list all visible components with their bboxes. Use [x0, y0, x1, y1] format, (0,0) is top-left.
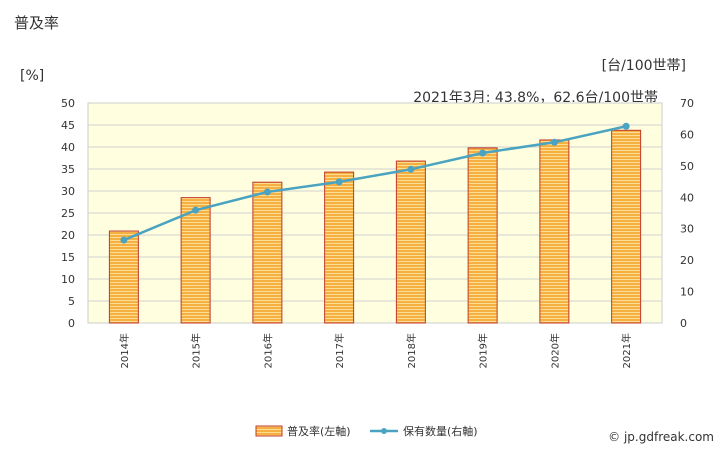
legend-line-label: 保有数量(右軸) — [403, 424, 478, 438]
bar-2020年 — [539, 139, 570, 324]
x-tick-label: 2019年 — [477, 333, 490, 368]
x-tick-label: 2016年 — [261, 333, 274, 368]
chart-title: 普及率 — [14, 14, 59, 32]
bar-2019年 — [467, 147, 498, 324]
left-tick-label: 30 — [61, 185, 75, 198]
left-tick-label: 15 — [61, 251, 75, 264]
legend-line-marker — [381, 428, 387, 434]
right-tick-label: 40 — [680, 191, 694, 204]
legend: 普及率(左軸) 保有数量(右軸) — [255, 424, 478, 438]
left-tick-label: 50 — [61, 97, 75, 110]
right-axis-ticks: 0 10 20 30 40 50 60 70 — [680, 97, 694, 330]
x-tick-label: 2015年 — [190, 333, 203, 368]
right-tick-label: 30 — [680, 223, 694, 236]
line-point-2018年 — [407, 165, 415, 173]
x-tick-label: 2018年 — [405, 333, 418, 368]
line-series — [120, 122, 630, 244]
bar-2017年 — [324, 171, 355, 324]
line-point-2020年 — [550, 138, 558, 146]
legend-bar-swatch — [255, 425, 283, 437]
bar-2016年 — [252, 181, 283, 324]
left-tick-label: 10 — [61, 273, 75, 286]
line-path — [123, 125, 627, 242]
line-point-2014年 — [120, 236, 128, 244]
left-tick-label: 40 — [61, 141, 75, 154]
latest-annotation: 2021年3月: 43.8%，62.6台/100世帯 — [413, 90, 658, 106]
legend-bar-label: 普及率(左軸) — [287, 424, 351, 438]
left-tick-label: 25 — [61, 207, 75, 220]
x-axis-ticks: 2014年 2015年 2016年 2017年 2018年 2019年 2020年 2021年 — [118, 333, 633, 368]
line-point-2021年 — [622, 122, 630, 130]
x-tick-label: 2020年 — [548, 333, 561, 368]
right-tick-label: 70 — [680, 97, 694, 110]
right-tick-label: 60 — [680, 128, 694, 141]
right-tick-label: 0 — [680, 317, 687, 330]
left-axis-ticks: 0 5 10 15 20 25 30 35 40 45 50 — [61, 97, 75, 330]
bar-series — [108, 129, 642, 324]
left-tick-label: 20 — [61, 229, 75, 242]
left-tick-label: 35 — [61, 163, 75, 176]
left-axis-label: [%] — [20, 68, 44, 84]
bar-2015年 — [180, 197, 211, 324]
bar-2021年 — [611, 129, 642, 324]
x-tick-label: 2014年 — [118, 333, 131, 368]
x-tick-label: 2021年 — [620, 333, 633, 368]
line-point-2016年 — [263, 188, 271, 196]
left-tick-label: 5 — [68, 295, 75, 308]
watermark: © jp.gdfreak.com — [608, 430, 714, 444]
right-tick-label: 10 — [680, 286, 694, 299]
left-tick-label: 45 — [61, 119, 75, 132]
right-tick-label: 20 — [680, 254, 694, 267]
x-tick-label: 2017年 — [333, 333, 346, 368]
line-point-2017年 — [335, 178, 343, 186]
bar-2018年 — [395, 160, 426, 324]
line-point-2015年 — [192, 206, 200, 214]
line-point-2019年 — [479, 149, 487, 157]
right-tick-label: 50 — [680, 160, 694, 173]
bar-2014年 — [108, 230, 139, 324]
right-axis-label: [台/100世帯] — [602, 58, 686, 74]
left-tick-label: 0 — [68, 317, 75, 330]
